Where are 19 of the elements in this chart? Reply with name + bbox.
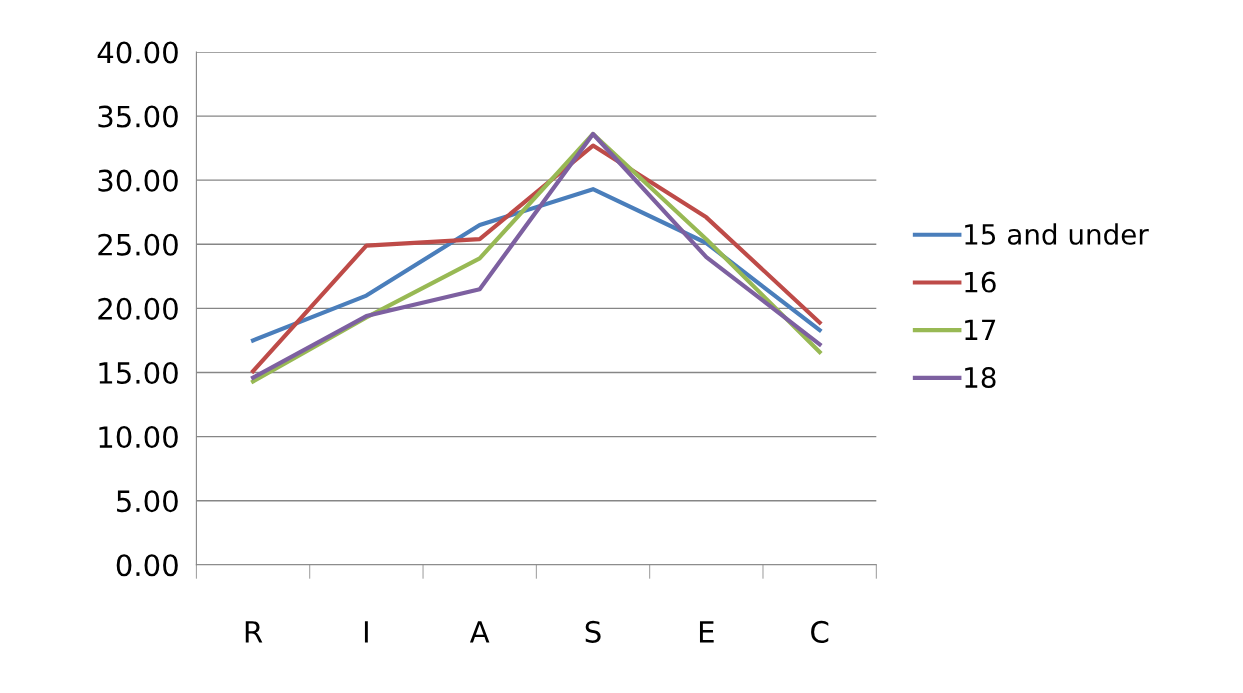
y-tick-label: 30.00	[98, 169, 178, 192]
y-tick-label: 40.00	[97, 41, 178, 64]
legend-label: 15 and under	[965, 223, 1149, 245]
x-tick-label: E	[699, 621, 714, 643]
y-tick-label: 0.00	[116, 554, 178, 577]
y-tick-label: 15.00	[99, 361, 178, 384]
legend-label: 16	[965, 271, 996, 293]
x-tick-label: C	[811, 620, 829, 643]
legend-label: 17	[965, 319, 996, 340]
y-tick-label: 25.00	[98, 233, 178, 256]
y-tick-label: 35.00	[98, 105, 178, 128]
x-tick-label: I	[364, 621, 368, 643]
y-tick-label: 20.00	[98, 297, 178, 320]
x-tick-label: A	[469, 621, 490, 643]
y-tick-label: 10.00	[99, 426, 178, 449]
x-tick-label: R	[245, 621, 263, 643]
x-tick-label: S	[585, 620, 601, 643]
y-tick-label: 5.00	[117, 490, 178, 513]
legend-label: 18	[965, 367, 996, 389]
